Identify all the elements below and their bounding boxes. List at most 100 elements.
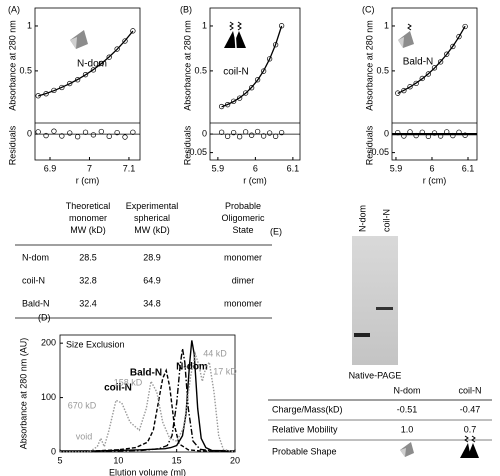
residual-point [98,128,104,135]
y-tick-label: 200 [41,338,56,348]
table-header: Experimental spherical MW (kD) [126,201,179,235]
peak-name: Bald-N [130,368,162,379]
residual-point [74,134,81,140]
residual-point [266,130,273,136]
data-point [248,85,255,91]
data-point [242,90,249,96]
data-point [425,71,432,77]
residual-point [90,132,97,138]
table-header: Theoretical monomer MW (kD) [66,201,111,235]
residual-point [242,129,249,135]
data-point [260,68,267,74]
x-tick-label: 20 [230,455,240,465]
data-point [444,51,450,57]
table-cell: 32.8 [79,275,97,285]
row-label: coil-N [22,275,45,285]
y-tick-label: 0.5 [376,65,389,75]
standard-label: 17 kD [213,366,237,376]
data-point [130,28,136,34]
annotation: coil-N [223,67,249,78]
panel-label: (E) [270,226,282,236]
data-point [407,84,413,90]
residual-point [59,133,65,139]
x-tick-label: 6.1 [462,163,475,173]
residual-point [395,129,401,136]
lane-label: N-dom [357,205,367,232]
residual-point [260,133,267,139]
data-point [122,38,128,44]
data-point [462,23,468,30]
data-point [74,77,81,83]
x-tick-label: 5.9 [390,163,403,173]
data-point [106,54,112,60]
data-point [419,75,425,82]
table-header: Probable Oligomeric State [221,201,265,235]
panel-label: (C) [362,4,375,14]
residual-point [224,133,231,139]
data-point [236,95,243,101]
subtitle: Size Exclusion [66,339,125,349]
plot-frame [34,7,141,161]
residual-point [236,134,243,140]
y-tick-label: 1 [384,20,389,30]
table-cell: monomer [224,252,262,262]
standard-label: 670 kD [68,400,97,410]
data-point [266,56,273,62]
residual-point [122,134,128,140]
peak-name: N-dom [176,362,208,373]
bald-n-icon [398,23,414,48]
residual-tick-label: 0 [202,128,207,138]
data-point [82,72,89,78]
data-point [413,80,419,87]
y-tick-label: 0 [51,446,56,456]
residual-point [248,132,255,138]
y-axis-label: Absorbance at 280 nm (AU) [18,338,28,450]
panel-label: (A) [8,4,20,14]
plot-frame [59,334,236,453]
y-tick-label: 0.5 [19,65,32,75]
y-tick-label: 0.5 [194,65,207,75]
chromatogram-line [60,348,236,453]
residual-point [67,130,73,136]
n-dom-icon [70,30,88,49]
data-point [230,98,237,104]
residual-point [114,129,120,136]
fit-line [397,25,466,94]
coil-n-icon [224,21,246,49]
data-point [59,84,65,91]
table-cell: 0.7 [464,424,477,434]
x-tick-label: 6.1 [287,163,300,173]
table-cell: dimer [232,275,255,285]
x-tick-label: 5 [57,455,62,465]
residual-point [450,132,456,139]
residual-axis-label: Residuals [182,125,192,165]
y-tick-label: 1 [27,20,32,30]
x-tick-label: 6 [429,163,434,173]
residual-point [272,133,279,139]
standard-label: 158 kD [114,377,143,387]
y-axis-label: Absorbance at 280 nm [7,20,17,111]
row-label: Bald-N [22,298,50,308]
residual-point [401,133,407,139]
residual-point [407,129,413,135]
fit-line [221,25,283,108]
table-cell: -0.51 [397,404,418,414]
data-point [395,90,401,96]
residual-point [456,129,462,135]
x-axis-label: r (cm) [76,175,100,185]
data-point [437,59,444,65]
residual-point [218,129,225,135]
table-cell: monomer [224,298,262,308]
table-cell: 28.9 [143,252,161,262]
y-tick-label: 100 [41,392,56,402]
residual-axis-label: Residuals [7,125,17,165]
residual-point [130,129,136,135]
row-label: Probable Shape [272,446,337,456]
x-tick-label: 7 [87,163,92,173]
table-header: coil-N [458,385,481,395]
lane-label: coil-N [381,209,391,232]
data-point [431,65,438,71]
panel-label: (D) [38,312,51,322]
residual-point [35,129,41,135]
